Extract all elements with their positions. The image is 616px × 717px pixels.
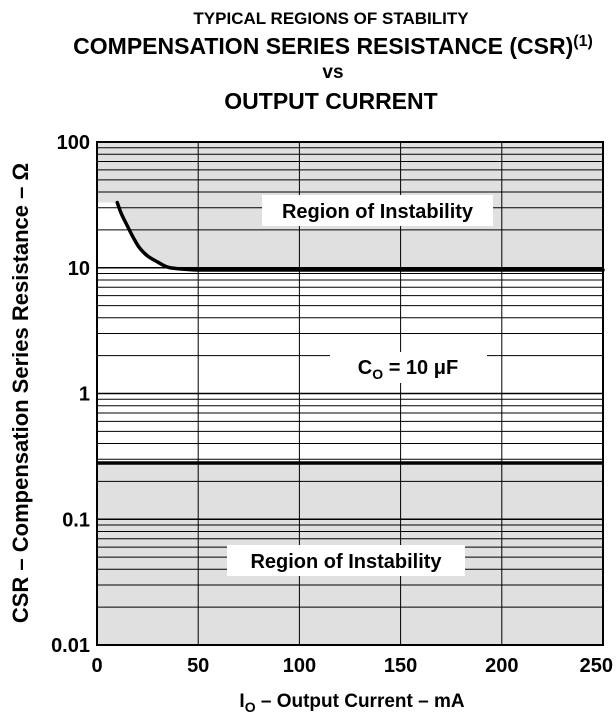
- upper-stability-boundary: [115, 200, 605, 272]
- x-tick-label: 100: [283, 655, 316, 677]
- capacitance-subscript: O: [372, 366, 383, 382]
- y-axis-label: CSR – Compensation Series Resistance – Ω: [8, 163, 33, 623]
- title-footnote-marker: (1): [573, 33, 593, 50]
- y-tick-label: 1: [79, 384, 90, 406]
- x-tick-label: 250: [580, 655, 613, 677]
- annotation-box: [262, 195, 493, 226]
- plot-border: [96, 141, 604, 646]
- annotation-label: Region of Instability: [250, 551, 442, 573]
- title-line-1: TYPICAL REGIONS OF STABILITY: [193, 9, 469, 28]
- annotation-box: [330, 352, 487, 383]
- plot-frame: [96, 141, 604, 646]
- y-tick-label: 0.1: [62, 509, 90, 531]
- title-line-3: vs: [322, 62, 343, 83]
- title-line-2: COMPENSATION SERIES RESISTANCE (CSR)(1): [73, 33, 593, 59]
- y-tick-label: 10: [68, 258, 90, 280]
- tick-labels: 0.01 0.1 1 10 100 0 50 100 150 200 250: [51, 132, 613, 677]
- x-tick-label: 0: [91, 655, 102, 677]
- capacitance-value: = 10 μF: [383, 357, 458, 379]
- x-axis-symbol: I: [239, 691, 244, 712]
- annotation-upper-region: Region of Instability: [262, 195, 493, 226]
- y-tick-label: 0.01: [51, 635, 90, 657]
- x-tick-label: 50: [187, 655, 209, 677]
- annotation-box: [227, 545, 465, 576]
- annotation-capacitance: CO = 10 μF: [330, 352, 487, 383]
- annotation-label: CO = 10 μF: [358, 357, 458, 382]
- grid: [97, 142, 603, 645]
- capacitance-symbol: C: [358, 357, 372, 379]
- annotations: Region of Instability CO = 10 μF Region …: [227, 195, 493, 576]
- annotation-label: Region of Instability: [282, 201, 474, 223]
- annotation-lower-region: Region of Instability: [227, 545, 465, 576]
- y-tick-label: 100: [57, 132, 90, 154]
- title-line-2-text: COMPENSATION SERIES RESISTANCE (CSR): [73, 33, 573, 59]
- stability-boundaries: [97, 200, 605, 465]
- x-axis-text: – Output Current – mA: [256, 691, 465, 712]
- x-axis-label: IO – Output Current – mA: [239, 691, 464, 715]
- title-line-4: OUTPUT CURRENT: [224, 88, 437, 114]
- x-axis-subscript: O: [245, 699, 256, 715]
- x-tick-label: 150: [384, 655, 417, 677]
- x-tick-label: 200: [485, 655, 518, 677]
- chart-title: TYPICAL REGIONS OF STABILITY COMPENSATIO…: [73, 9, 593, 114]
